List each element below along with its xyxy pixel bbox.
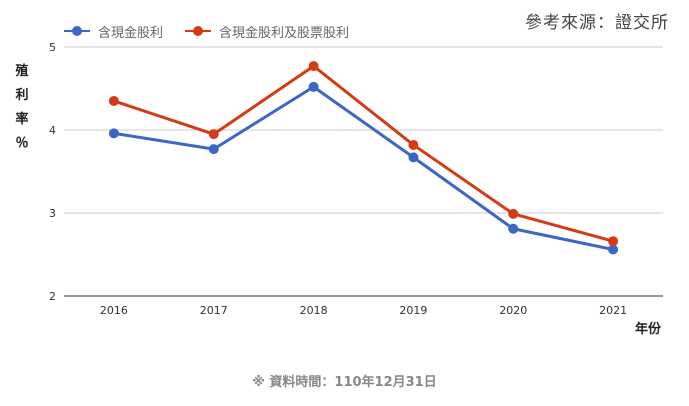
y-tick-label: 5 <box>49 41 56 54</box>
x-tick-label: 2019 <box>399 304 427 317</box>
y-axis-label: 殖 利 率 ％ <box>14 60 30 156</box>
legend-item-cash-dividend[interactable]: 含現金股利 <box>64 22 163 41</box>
source-note: 參考來源：證交所 <box>525 13 669 33</box>
legend-label-cash-and-stock-dividend: 含現金股利及股票股利 <box>219 25 350 41</box>
data-point-series-2 <box>308 61 319 72</box>
data-point-series-2 <box>208 129 219 140</box>
data-point-series-1 <box>408 152 419 163</box>
x-tick-label: 2018 <box>300 304 328 317</box>
x-tick-label: 2021 <box>599 304 627 317</box>
data-point-series-1 <box>508 223 519 234</box>
data-point-series-2 <box>508 208 519 219</box>
y-axis-label-char: 殖 <box>15 64 29 79</box>
series-line-2 <box>113 64 614 243</box>
data-point-series-2 <box>108 95 119 106</box>
data-point-series-1 <box>208 144 219 155</box>
data-point-series-2 <box>408 139 419 150</box>
y-axis-label-char: ％ <box>15 136 29 151</box>
legend-item-cash-and-stock-dividend[interactable]: 含現金股利及股票股利 <box>185 22 349 41</box>
data-point-series-1 <box>108 128 119 139</box>
y-axis-label-char: 率 <box>15 112 29 127</box>
x-tick-label: 2017 <box>200 304 228 317</box>
data-point-series-2 <box>608 236 619 247</box>
y-tick-label: 3 <box>49 207 56 220</box>
legend-label-cash-dividend: 含現金股利 <box>98 25 164 41</box>
series-line-1 <box>113 85 614 251</box>
data-date-footnote: ※ 資料時間：110年12月31日 <box>252 375 437 390</box>
data-point-series-1 <box>608 244 619 255</box>
x-axis-label: 年份 <box>635 322 662 337</box>
x-tick-label: 2016 <box>100 304 128 317</box>
y-axis-label-char: 利 <box>15 88 29 103</box>
x-tick-label: 2020 <box>499 304 527 317</box>
y-tick-label: 2 <box>49 290 56 303</box>
y-tick-label: 4 <box>49 124 56 137</box>
chart-legend: 含現金股利 含現金股利及股票股利 <box>64 21 371 41</box>
legend-swatch-cash-and-stock-dividend <box>185 26 212 36</box>
data-point-series-1 <box>308 81 319 92</box>
legend-swatch-cash-dividend <box>64 26 90 36</box>
